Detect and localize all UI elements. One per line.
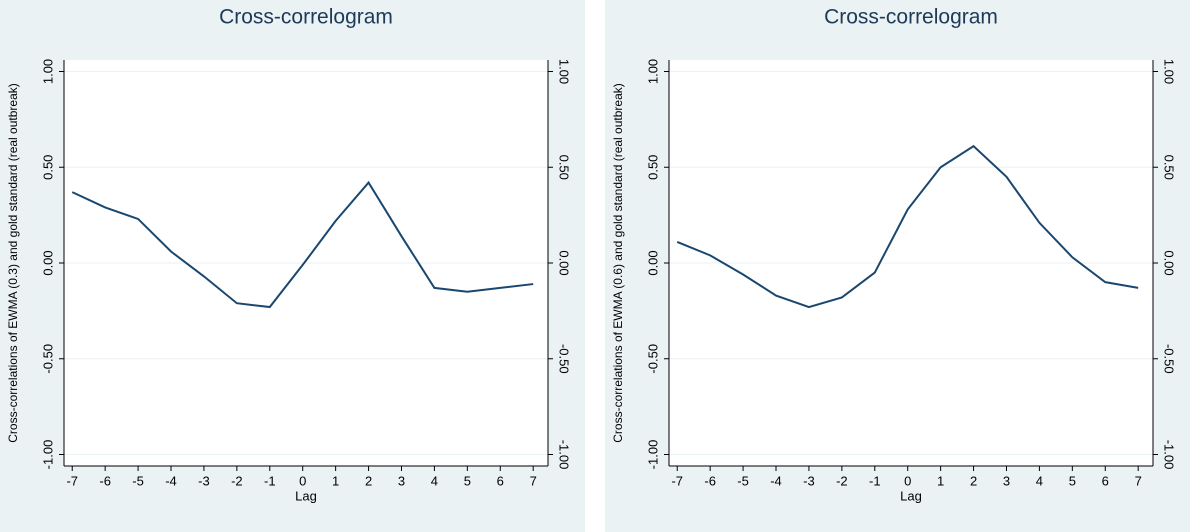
- y-tick-label: 0.00: [40, 250, 55, 275]
- y2-tick-label: -1.00: [557, 440, 572, 470]
- x-tick-label: 1: [332, 473, 339, 488]
- x-tick-label: 6: [1102, 473, 1109, 488]
- x-tick-label: 3: [398, 473, 405, 488]
- y-tick-label: -0.50: [645, 344, 660, 374]
- x-tick-label: -2: [836, 473, 848, 488]
- x-tick-label: 4: [431, 473, 438, 488]
- chart-title: Cross-correlogram: [219, 6, 393, 29]
- x-tick-label: 5: [464, 473, 471, 488]
- y2-tick-label: 0.50: [557, 155, 572, 180]
- x-tick-label: 2: [970, 473, 977, 488]
- x-tick-label: 3: [1003, 473, 1010, 488]
- x-tick-label: -3: [803, 473, 815, 488]
- chart-title: Cross-correlogram: [824, 6, 998, 29]
- x-tick-label: -7: [671, 473, 683, 488]
- y-tick-label: 0.50: [645, 155, 660, 180]
- y-tick-label: 1.00: [645, 59, 660, 84]
- y-axis-title: Cross-correlations of EWMA (0.6) and gol…: [611, 83, 625, 443]
- y-tick-label: 0.50: [40, 155, 55, 180]
- y2-tick-label: -0.50: [1162, 344, 1177, 374]
- y-tick-label: -1.00: [40, 440, 55, 470]
- x-tick-label: 2: [365, 473, 372, 488]
- data-line: [676, 144, 1139, 309]
- x-tick-label: 7: [530, 473, 537, 488]
- x-tick-label: -6: [99, 473, 111, 488]
- x-tick-label: 7: [1135, 473, 1142, 488]
- x-tick-label: -5: [737, 473, 749, 488]
- y2-tick-label: -1.00: [1162, 440, 1177, 470]
- y2-tick-label: 0.00: [1162, 250, 1177, 275]
- x-tick-label: 5: [1069, 473, 1076, 488]
- y-tick-label: -0.50: [40, 344, 55, 374]
- x-tick-label: 0: [299, 473, 306, 488]
- x-tick-label: -4: [770, 473, 782, 488]
- x-tick-label: -6: [704, 473, 716, 488]
- x-tick-label: 0: [904, 473, 911, 488]
- y2-tick-label: 1.00: [1162, 59, 1177, 84]
- y2-tick-label: 1.00: [557, 59, 572, 84]
- x-tick-label: 4: [1036, 473, 1043, 488]
- x-tick-label: -1: [264, 473, 276, 488]
- x-tick-label: -2: [231, 473, 243, 488]
- x-tick-label: 6: [497, 473, 504, 488]
- x-tick-label: -5: [132, 473, 144, 488]
- y2-tick-label: 0.00: [557, 250, 572, 275]
- x-tick-label: -4: [165, 473, 177, 488]
- x-axis-title: Lag: [295, 488, 317, 503]
- y-axis-title: Cross-correlations of EWMA (0.3) and gol…: [6, 83, 20, 443]
- x-axis-title: Lag: [900, 488, 922, 503]
- x-tick-label: 1: [937, 473, 944, 488]
- y2-tick-label: -0.50: [557, 344, 572, 374]
- y-tick-label: -1.00: [645, 440, 660, 470]
- x-tick-label: -1: [869, 473, 881, 488]
- chart-panel: Cross-correlogram Cross-correlations of E…: [605, 0, 1190, 532]
- y2-tick-label: 0.50: [1162, 155, 1177, 180]
- x-tick-label: -3: [198, 473, 210, 488]
- y-tick-label: 0.00: [645, 250, 660, 275]
- data-line: [71, 180, 534, 309]
- x-tick-label: -7: [66, 473, 78, 488]
- y-tick-label: 1.00: [40, 59, 55, 84]
- chart-panel: Cross-correlogram Cross-correlations of E…: [0, 0, 585, 532]
